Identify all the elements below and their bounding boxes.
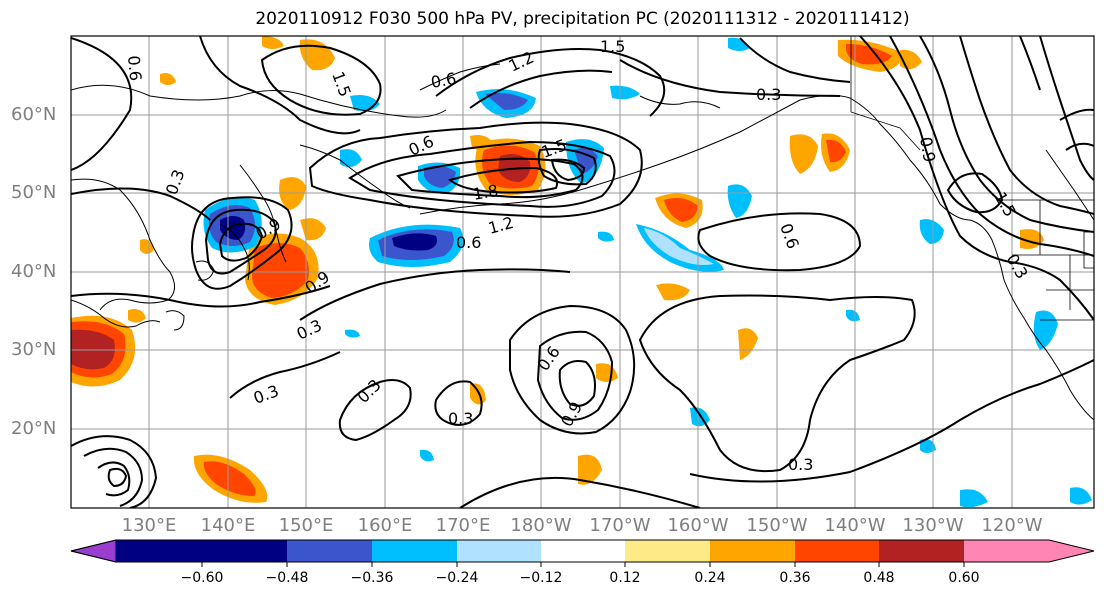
lon-label: 120°W: [981, 515, 1043, 536]
lon-label: 140°W: [824, 515, 886, 536]
map-panel: 0.3 0.3 0.3 0.3 0.3 0.3 0.6 0.6 0.6 0.6 …: [71, 36, 1094, 508]
lon-label: 130°E: [121, 515, 177, 536]
colorbar-cell: [202, 540, 287, 562]
contour-label: 0.6: [456, 233, 481, 252]
lon-label: 160°W: [667, 515, 729, 536]
contour-label: 0.6: [429, 69, 457, 92]
pv-contours: [71, 36, 1094, 508]
colorbar: [70, 539, 1095, 567]
colorbar-tick-label: 0.24: [694, 570, 726, 586]
colorbar-cell: [710, 540, 795, 562]
political-boundaries: [850, 36, 1094, 321]
colorbar-cell: [287, 540, 372, 562]
lon-label: 140°E: [200, 515, 256, 536]
contour-label: 0.3: [756, 85, 781, 104]
colorbar-tick-label: 0.12: [609, 570, 641, 586]
lon-label: 180°W: [510, 515, 572, 536]
lat-label: 60°N: [11, 104, 57, 125]
colorbar-outline: [70, 539, 1095, 563]
colorbar-tick-label: −0.60: [180, 570, 224, 586]
lon-label: 160°E: [357, 515, 413, 536]
contour-label: 1.5: [600, 37, 625, 56]
lon-label: 170°W: [589, 515, 651, 536]
lat-label: 20°N: [11, 418, 57, 439]
colorbar-tick-label: 0.60: [948, 570, 980, 586]
colorbar-cell: [879, 540, 964, 562]
map-title: 2020110912 F030 500 hPa PV, precipitatio…: [255, 9, 910, 29]
contour-label: 0.9: [916, 135, 939, 163]
colorbar-extend-min: [70, 539, 117, 563]
colorbar-cell: [372, 540, 457, 562]
colorbar-cell: [457, 540, 541, 562]
colorbar-tick-label: 0.48: [863, 570, 895, 586]
colorbar-cell: [625, 540, 710, 562]
lat-label: 50°N: [11, 182, 57, 203]
lon-label: 130°W: [902, 515, 964, 536]
contour-label: 0.6: [124, 55, 145, 82]
colorbar-tick-label: 0.36: [779, 570, 811, 586]
colorbar-cell: [116, 540, 202, 562]
colorbar-tick-label: −0.12: [519, 570, 563, 586]
lon-label: 170°E: [435, 515, 491, 536]
lon-label: 150°E: [278, 515, 334, 536]
lat-label: 40°N: [11, 261, 57, 282]
colorbar-extend-max: [964, 540, 1094, 562]
colorbar-cell: [541, 540, 625, 562]
graticule: [71, 36, 1094, 508]
colorbar-tick-label: −0.36: [350, 570, 394, 586]
lat-label: 30°N: [11, 339, 57, 360]
lon-label: 150°W: [746, 515, 808, 536]
contour-label: 0.3: [788, 455, 813, 474]
map-frame: [70, 35, 1095, 509]
colorbar-tick-label: −0.24: [435, 570, 479, 586]
contour-label: 0.3: [448, 409, 473, 428]
contour-label: 1.8: [471, 181, 499, 204]
colorbar-cell: [795, 540, 879, 562]
colorbar-tick-label: −0.48: [265, 570, 309, 586]
